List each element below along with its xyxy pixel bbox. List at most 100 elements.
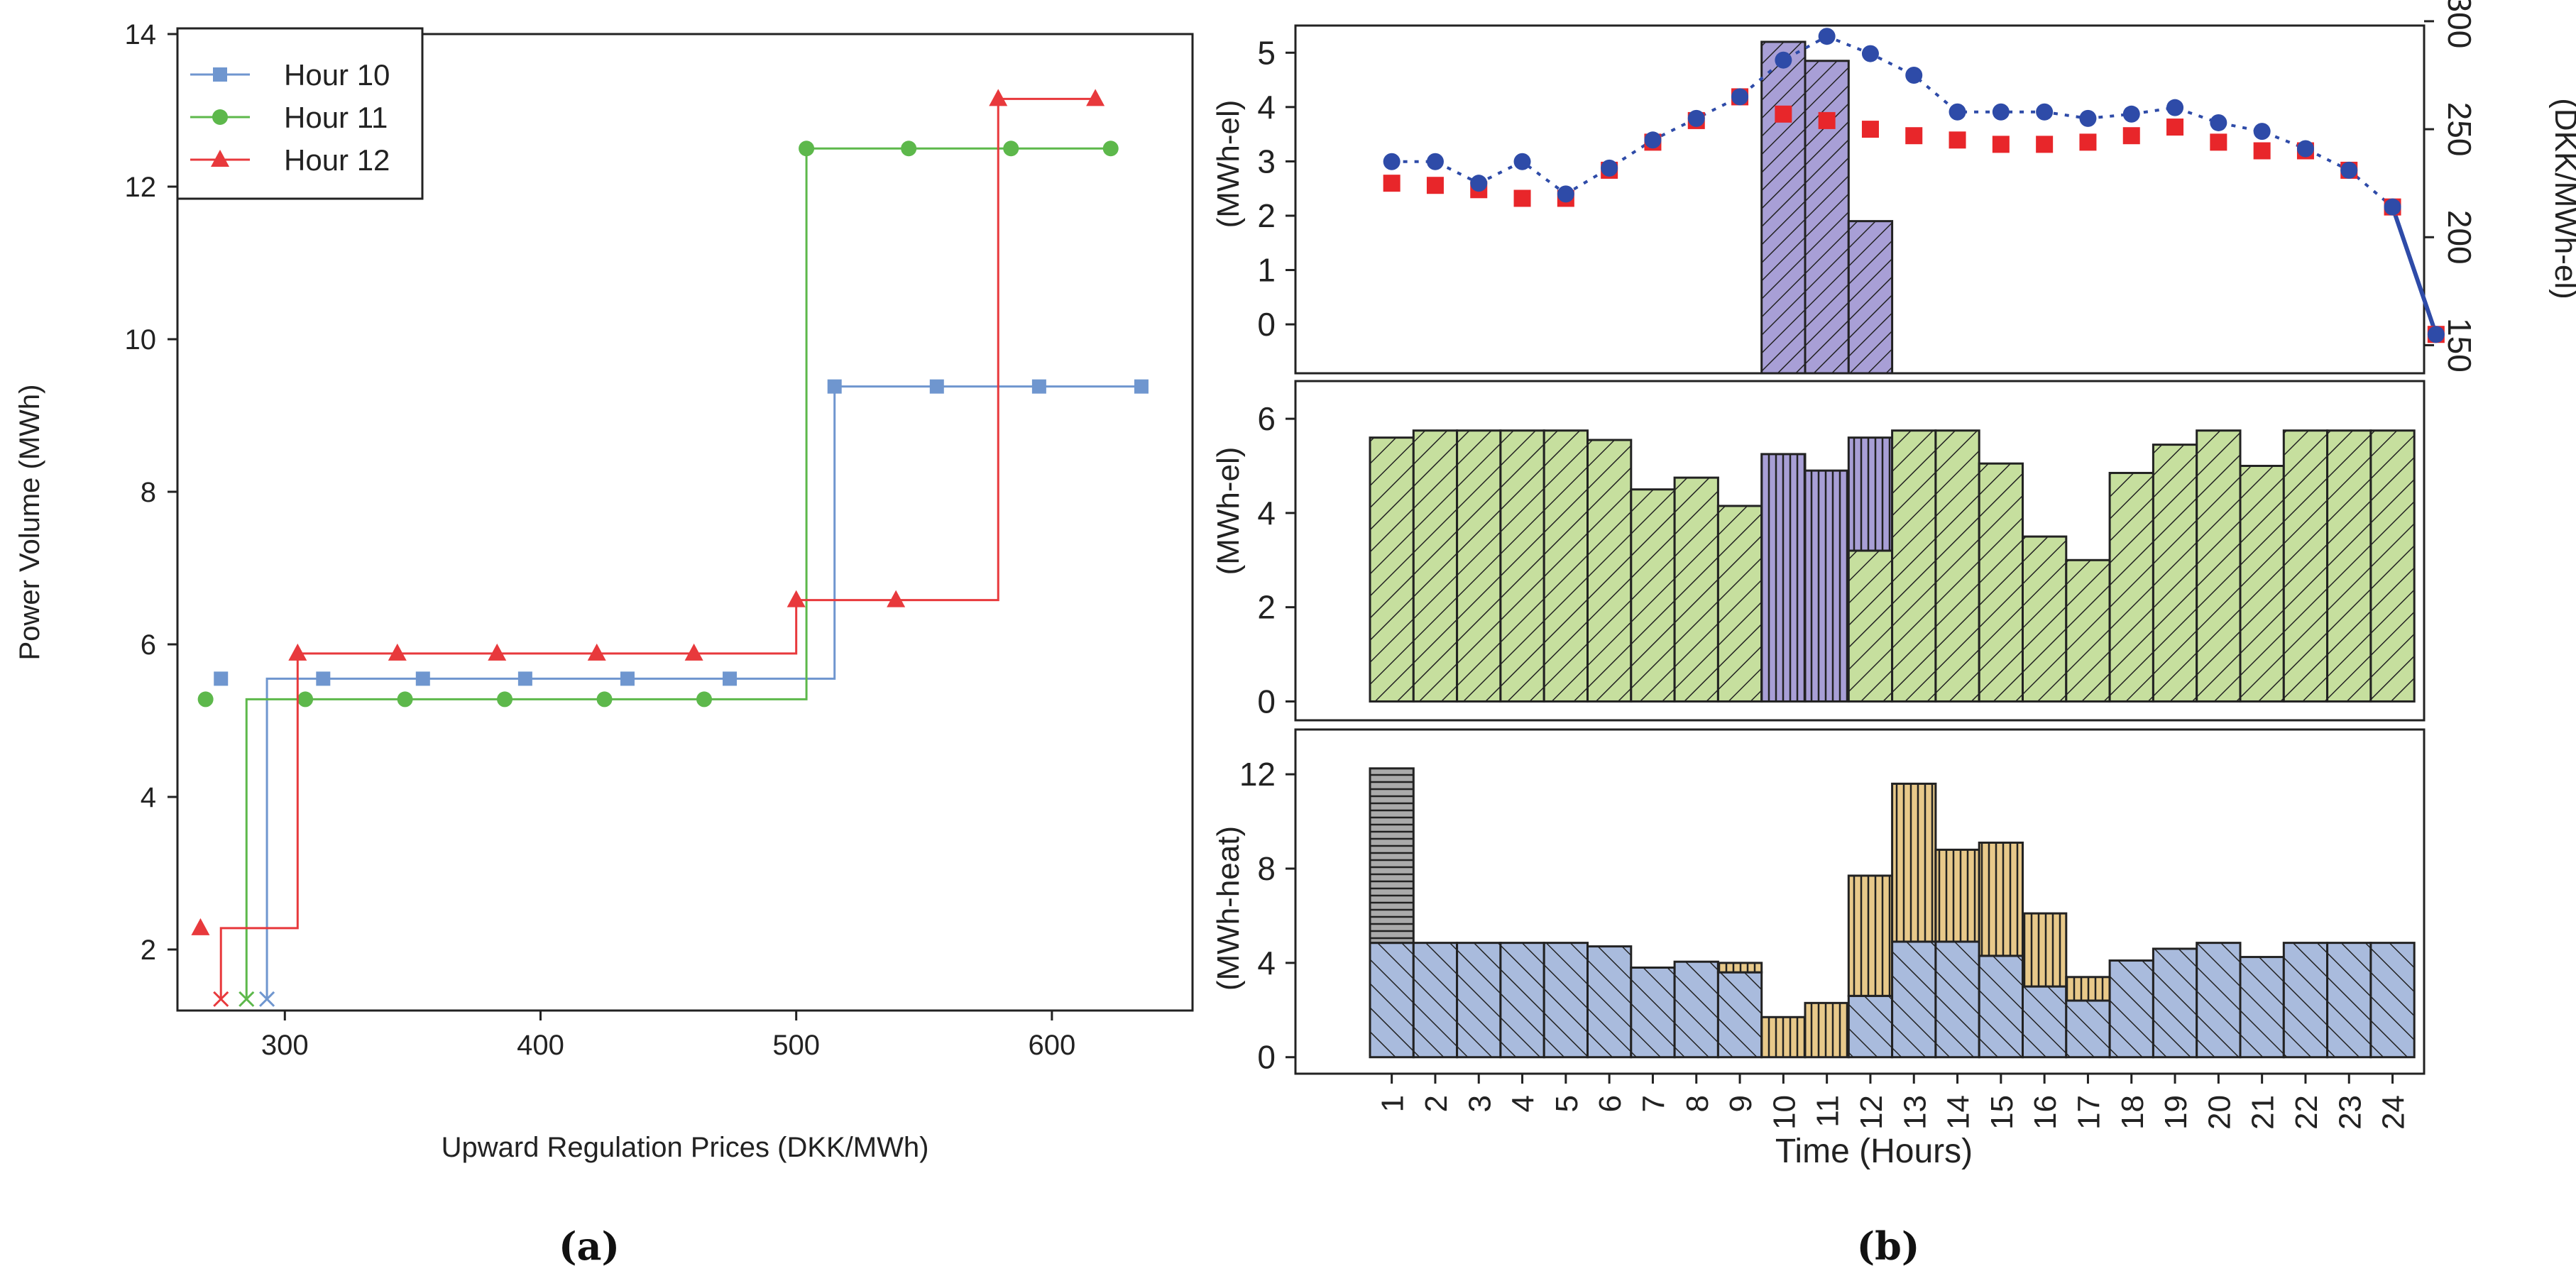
bbot-xtick-label: 10 (1767, 1095, 1802, 1130)
bbot-bar-blue (2282, 942, 2329, 1059)
bbot-bar-blue (2108, 959, 2154, 1059)
a-ytick-label: 8 (141, 477, 156, 508)
bbot-xtick-label: 23 (2333, 1095, 2367, 1130)
panel-b-xlabel: Time (Hours) (1775, 1133, 1973, 1170)
btop-blue-dot (2427, 326, 2445, 343)
panel-b-top-ylabel: (MWh-el) (1211, 100, 1246, 229)
a-point-circle (212, 109, 228, 125)
btop-ytick-label: 2 (1257, 197, 1276, 234)
bbot-xtick-label: 12 (1854, 1095, 1889, 1130)
a-point-circle (197, 691, 214, 708)
panel-a-ylabel: Power Volume (MWh) (14, 385, 45, 661)
bbot-bar-blue (1934, 940, 1980, 1059)
bmid-bar-green (2326, 429, 2372, 703)
btop-blue-dot (2079, 109, 2097, 127)
bbot-xtick-label: 11 (1811, 1095, 1846, 1128)
a-point-triangle (288, 643, 307, 661)
btop-blue-dot (1775, 51, 1792, 69)
bmid-bar-green (2369, 429, 2416, 703)
a-xtick-label: 300 (261, 1030, 309, 1061)
a-step-line-2 (245, 147, 1111, 999)
bbot-bar-blue (1978, 954, 2024, 1059)
btop-red-square (2036, 136, 2054, 153)
bbot-xtick-label: 7 (1636, 1095, 1671, 1112)
btop-blue-dot (1557, 185, 1574, 203)
a-point-square (213, 67, 227, 82)
a-point-square (929, 379, 944, 394)
bbot-bar-tan (2065, 976, 2111, 1002)
bbot-xtick-label: 15 (1985, 1095, 2019, 1130)
btop-blue-dot (1513, 153, 1531, 170)
a-point-triangle (488, 643, 507, 661)
a-point-triangle (989, 89, 1008, 106)
btop-blue-dot (2296, 140, 2314, 158)
panel-b-top-ylabel-right: (DKK/MWh-el) (2548, 98, 2576, 299)
btop-bar (1804, 60, 1850, 375)
bmid-ytick-label: 4 (1257, 495, 1276, 532)
bmid-bar-green (1847, 549, 1894, 703)
bbot-bar-blue (2239, 956, 2285, 1059)
btop-ytick-label: 0 (1257, 306, 1276, 343)
bbot-bar-tan (1716, 962, 1763, 974)
a-point-circle (901, 141, 917, 157)
panel-b-mid-ylabel: (MWh-el) (1211, 447, 1246, 576)
bmid-bar-green (2108, 471, 2154, 703)
btop-red-square (1775, 105, 1792, 123)
bmid-bar-green (1586, 439, 1633, 703)
btop-blue-dot (1861, 45, 1879, 62)
caption-b: (b) (1857, 1223, 1920, 1269)
panel-a-series (191, 89, 1149, 1007)
a-xtick-label: 400 (517, 1030, 564, 1061)
a-point-square (827, 379, 842, 394)
bbot-ytick-label: 8 (1257, 850, 1276, 887)
bbot-xtick-label: 21 (2246, 1095, 2281, 1130)
panel-a-xlabel: Upward Regulation Prices (DKK/MWh) (442, 1132, 929, 1163)
btop-red-square (2210, 133, 2227, 151)
btop-blue-dot (1426, 153, 1444, 170)
a-step-line-3 (219, 97, 1096, 999)
bbot-bar-blue (2065, 999, 2111, 1059)
a-point-triangle (1086, 89, 1105, 106)
bbot-xtick-label: 16 (2028, 1095, 2063, 1130)
bmid-bar-green (1456, 429, 1502, 703)
bbot-bar-blue (2369, 942, 2416, 1059)
panel-b-top-chart: 0 1 2 3 4 5 150 200 250 300 (1257, 0, 2478, 375)
bbot-xtick-label: 2 (1419, 1095, 1454, 1112)
bbot-bar-blue (1499, 942, 1545, 1059)
btop-ytick-label: 5 (1257, 34, 1276, 71)
a-point-square (415, 671, 430, 686)
a-point-circle (1003, 141, 1019, 157)
bbot-bar-blue (1586, 945, 1633, 1059)
bmid-bar-purple (1760, 453, 1807, 703)
btop-ytick-label: 3 (1257, 143, 1276, 180)
btop-red-square (1383, 175, 1401, 192)
btop-ytick-right-label: 300 (2441, 0, 2478, 48)
a-point-circle (696, 691, 713, 708)
bbot-ytick-label: 4 (1257, 945, 1276, 981)
panel-b-bot-frame (1294, 728, 2426, 1075)
a-ytick-label: 12 (125, 172, 157, 203)
bmid-bar-green (2022, 535, 2068, 703)
btop-blue-dot (2122, 105, 2140, 123)
bbot-xtick-label: 9 (1723, 1095, 1758, 1112)
a-point-triangle (684, 643, 703, 661)
bbot-bar-blue (1456, 942, 1502, 1059)
btop-red-square (1949, 131, 1966, 149)
btop-red-square (1861, 121, 1879, 138)
bbot-xtick-label: 13 (1897, 1095, 1932, 1130)
btop-ytick-right-label: 250 (2441, 102, 2478, 157)
a-ytick-label: 2 (141, 935, 156, 966)
btop-bar (1760, 40, 1807, 375)
a-point-triangle (191, 918, 210, 935)
bbot-bar-blue (1542, 942, 1589, 1059)
a-point-triangle (587, 643, 606, 661)
bbot-bar-tan (1934, 848, 1980, 943)
bbot-xtick-label: 4 (1506, 1095, 1541, 1112)
bbot-bar-blue (1716, 971, 1763, 1059)
btop-ytick-right-label: 150 (2441, 318, 2478, 373)
btop-ytick-label: 1 (1257, 252, 1276, 289)
btop-blue-dot (1470, 175, 1488, 192)
a-point-square (214, 671, 229, 686)
